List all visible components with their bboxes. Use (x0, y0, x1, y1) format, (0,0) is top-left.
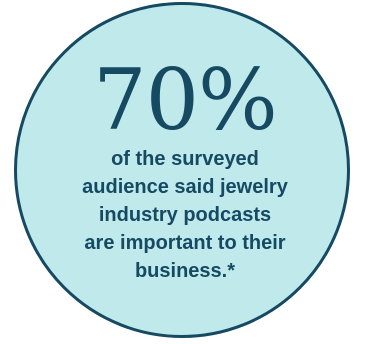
stat-circle (14, 2, 350, 338)
stat-caption-line: of the surveyed (111, 148, 259, 170)
stat-caption-line: are important to their (84, 232, 286, 254)
stat-caption-line: business.* (134, 260, 236, 282)
stat-caption-line: industry podcasts (98, 204, 272, 226)
stat-percent: 70% (93, 51, 278, 149)
stat-caption: of the surveyed audience said jewelry in… (40, 145, 330, 285)
stat-caption-line: audience said jewelry (82, 176, 288, 198)
